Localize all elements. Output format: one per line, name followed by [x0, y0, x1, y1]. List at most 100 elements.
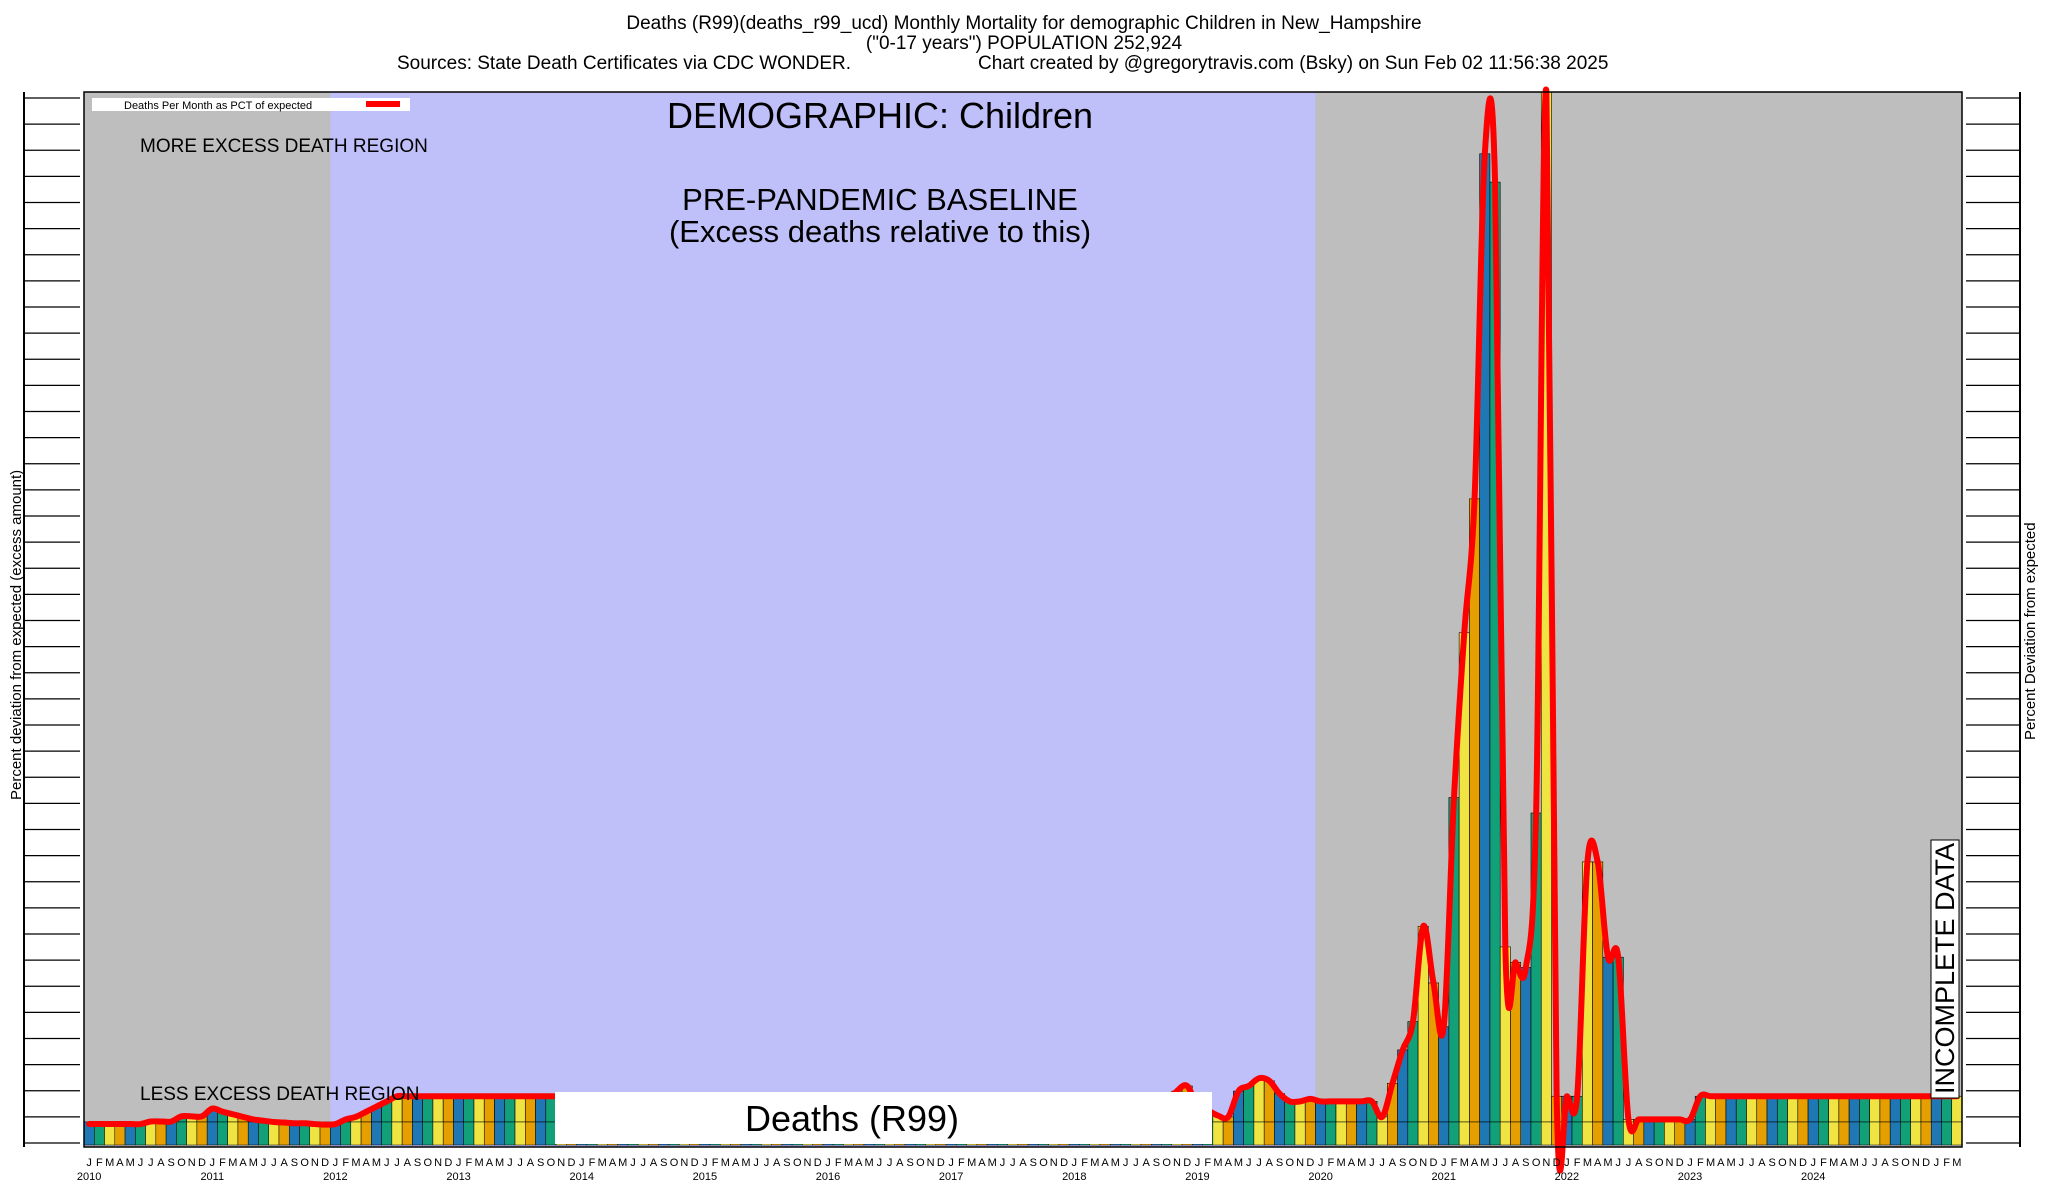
x-tick-month: S: [168, 1157, 175, 1169]
x-tick-month: S: [1645, 1157, 1652, 1169]
bar: [1930, 1095, 1942, 1123]
x-tick-month: F: [1574, 1157, 1581, 1169]
bar: [1756, 1095, 1768, 1123]
x-tick-month: A: [1840, 1157, 1848, 1169]
x-tick-month: O: [1409, 1157, 1418, 1169]
x-tick-month: J: [1000, 1157, 1006, 1169]
bar: [1746, 1095, 1758, 1123]
x-tick-month: F: [1697, 1157, 1704, 1169]
bar: [1725, 1095, 1737, 1123]
baseline-cell: [545, 1121, 557, 1146]
bar: [1438, 1026, 1450, 1123]
x-tick-month: F: [1328, 1157, 1335, 1169]
baseline-cell: [401, 1121, 413, 1146]
x-tick-month: J: [456, 1157, 462, 1169]
baseline-cell: [1294, 1121, 1306, 1146]
x-tick-month: S: [783, 1157, 790, 1169]
baseline-cell: [1859, 1121, 1870, 1146]
bar: [1920, 1095, 1932, 1123]
x-tick-month: A: [1389, 1157, 1397, 1169]
x-tick-month: M: [1727, 1157, 1736, 1169]
x-tick-month: J: [1687, 1157, 1693, 1169]
baseline-cell: [155, 1121, 167, 1146]
bar: [1356, 1101, 1368, 1123]
baseline-cell: [247, 1121, 259, 1146]
bar: [1345, 1101, 1357, 1123]
baseline-cell: [1941, 1121, 1952, 1146]
x-tick-month: N: [1912, 1157, 1920, 1169]
x-tick-month: A: [1758, 1157, 1766, 1169]
x-tick-month: J: [1862, 1157, 1868, 1169]
x-tick-month: J: [630, 1157, 636, 1169]
bar: [1705, 1095, 1717, 1123]
x-tick-month: S: [906, 1157, 913, 1169]
x-tick-month: M: [741, 1157, 750, 1169]
baseline-cell: [1818, 1121, 1829, 1146]
x-tick-month: O: [177, 1157, 186, 1169]
bar: [1828, 1095, 1840, 1123]
baseline-cell: [525, 1121, 536, 1146]
baseline-cell: [186, 1121, 198, 1146]
x-tick-month: M: [1583, 1157, 1592, 1169]
x-tick-month: J: [1379, 1157, 1385, 1169]
x-tick-month: J: [1010, 1157, 1016, 1169]
x-tick-month: M: [495, 1157, 504, 1169]
baseline-cell: [381, 1121, 393, 1146]
baseline-cell: [1376, 1121, 1388, 1146]
x-tick-month: D: [1060, 1157, 1068, 1169]
x-tick-month: D: [1799, 1157, 1807, 1169]
bar: [463, 1095, 475, 1123]
baseline-label-line-2: (Excess deaths relative to this): [669, 214, 1091, 249]
x-tick-month: N: [1296, 1157, 1304, 1169]
baseline-cell: [1263, 1121, 1275, 1146]
x-tick-month: J: [1872, 1157, 1878, 1169]
bar: [1469, 498, 1480, 1123]
baseline-cell: [165, 1121, 177, 1146]
bar: [1787, 1095, 1799, 1123]
x-tick-month: S: [1153, 1157, 1160, 1169]
x-tick-month: A: [855, 1157, 863, 1169]
x-tick-month: J: [271, 1157, 277, 1169]
baseline-cell: [1284, 1121, 1296, 1146]
baseline-cell: [1212, 1121, 1224, 1146]
x-tick-month: O: [1532, 1157, 1541, 1169]
bar: [442, 1095, 454, 1123]
x-tick-month: S: [660, 1157, 667, 1169]
baseline-cell: [1458, 1121, 1470, 1146]
x-tick-month: D: [814, 1157, 822, 1169]
baseline-cell: [217, 1121, 228, 1146]
source-text: Sources: State Death Certificates via CD…: [397, 53, 852, 74]
baseline-cell: [1951, 1121, 1963, 1146]
x-tick-year: 2017: [939, 1171, 963, 1183]
bar: [1879, 1095, 1891, 1123]
x-tick-month: N: [680, 1157, 688, 1169]
bar: [1253, 1077, 1265, 1123]
chart-title-line-1: Deaths (R99)(deaths_r99_ucd) Monthly Mor…: [626, 13, 1422, 34]
x-tick-month: O: [670, 1157, 679, 1169]
x-tick-month: F: [219, 1157, 226, 1169]
x-tick-year: 2023: [1678, 1171, 1702, 1183]
more-excess-label: MORE EXCESS DEATH REGION: [140, 136, 428, 157]
x-tick-month: N: [1173, 1157, 1181, 1169]
baseline-cell: [1787, 1121, 1799, 1146]
baseline-cell: [340, 1121, 352, 1146]
x-tick-month: J: [1934, 1157, 1940, 1169]
x-tick-month: J: [1256, 1157, 1262, 1169]
x-tick-month: A: [1635, 1157, 1643, 1169]
x-tick-month: A: [1348, 1157, 1356, 1169]
baseline-cell: [1879, 1121, 1891, 1146]
x-tick-month: M: [844, 1157, 853, 1169]
baseline-cell: [1838, 1121, 1850, 1146]
baseline-cell: [1325, 1121, 1337, 1146]
baseline-cell: [1417, 1121, 1429, 1146]
x-tick-month: J: [641, 1157, 647, 1169]
baseline-cell: [1777, 1121, 1788, 1146]
x-tick-month: M: [1111, 1157, 1120, 1169]
x-tick-month: J: [333, 1157, 339, 1169]
baseline-cell: [1612, 1121, 1624, 1146]
x-tick-month: J: [764, 1157, 770, 1169]
x-tick-month: J: [1195, 1157, 1201, 1169]
x-tick-month: O: [793, 1157, 802, 1169]
baseline-cell: [1489, 1121, 1501, 1146]
baseline-cell: [1889, 1121, 1901, 1146]
